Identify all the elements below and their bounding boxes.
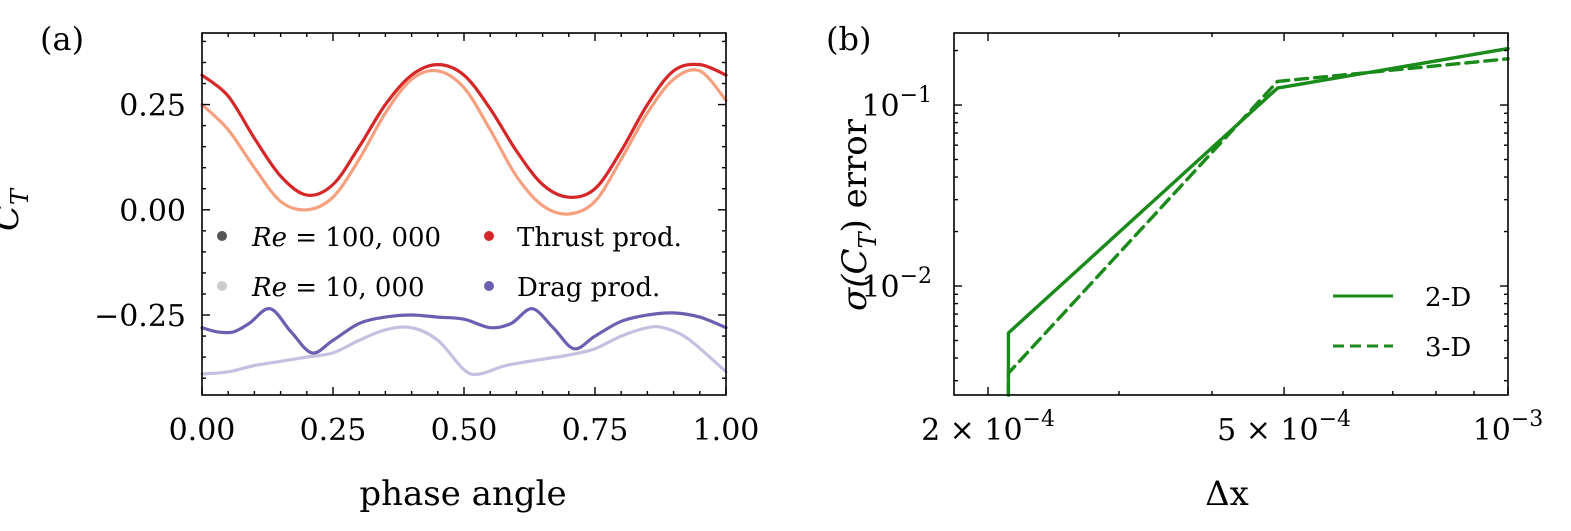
legend-text-2d: 2-D <box>1425 283 1471 313</box>
panel-b-label: (b) <box>826 20 871 58</box>
legend-marker-re-high <box>217 231 227 241</box>
legend-text-re-high: Re = 100, 000 <box>251 223 441 253</box>
legend-text-re-low: Re = 10, 000 <box>251 273 425 303</box>
legend-marker-re-low <box>217 281 227 291</box>
panel-b-x-axis-label: Δx <box>1205 474 1249 514</box>
panel-a-x-tick-label: 0.25 <box>300 413 367 448</box>
panel-a-y-axis-label: CT <box>0 187 34 231</box>
panel-a-x-tick-label: 0.50 <box>431 413 498 448</box>
panel-a-x-tick-label: 0.00 <box>169 413 236 448</box>
panel-a-label: (a) <box>40 20 84 58</box>
panel-a-series-line-0 <box>200 62 728 199</box>
panel-b-y-axis-label: σ(CT) error <box>835 118 882 311</box>
panel-a-y-tick-label: −0.25 <box>94 299 186 334</box>
panel-a-y-tick-label: 0.00 <box>119 194 186 229</box>
panel-a-series-line-2 <box>200 307 728 355</box>
panel-b-ticks: 2 × 10−4 5 × 10−4 10−3 10−2 10−1 <box>861 33 1543 448</box>
legend-text-drag: Drag prod. <box>517 273 660 303</box>
panel-b-series-line-3-d <box>1006 57 1510 397</box>
panel-a-ticks: 0.00 0.25 0.50 0.75 1.00 −0.25 0.00 0.25 <box>94 33 759 448</box>
legend-text-thrust: Thrust prod. <box>517 223 682 253</box>
panel-a-series-line-3 <box>200 324 728 377</box>
panel-b-axes-frame <box>953 32 1509 396</box>
panel-b-series-line-2-d <box>1006 46 1510 397</box>
panel-a: (a) CT phase angle 0.00 0.25 0.50 0.75 1.00 −… <box>0 20 759 514</box>
panel-b-y-tick-label: 10−2 <box>861 264 932 305</box>
panel-a-axes-frame <box>201 32 727 396</box>
panel-b-x-tick-label: 2 × 10−4 <box>921 407 1055 448</box>
panel-a-legend: Re = 100, 000 Re = 10, 000 Thrust prod. … <box>217 223 682 303</box>
panel-a-y-tick-label: 0.25 <box>119 89 186 124</box>
panel-b: (b) σ(CT) error Δx 2 × 10−4 5 × 10−4 10−3 1… <box>826 20 1543 514</box>
panel-a-x-axis-label: phase angle <box>359 474 566 514</box>
panel-a-series-line-1 <box>200 68 728 216</box>
panel-b-x-tick-label: 5 × 10−4 <box>1217 407 1351 448</box>
panel-b-legend: 2-D 3-D <box>1333 283 1471 363</box>
panel-b-x-tick-label: 10−3 <box>1473 407 1544 448</box>
legend-marker-thrust <box>484 231 494 241</box>
legend-marker-drag <box>484 281 494 291</box>
panel-a-x-tick-label: 1.00 <box>693 413 760 448</box>
legend-text-3d: 3-D <box>1425 333 1471 363</box>
panel-a-series-group <box>200 62 728 377</box>
panel-b-series-group <box>1006 46 1510 397</box>
panel-b-y-tick-label: 10−1 <box>861 83 932 124</box>
panel-a-x-tick-label: 0.75 <box>562 413 629 448</box>
